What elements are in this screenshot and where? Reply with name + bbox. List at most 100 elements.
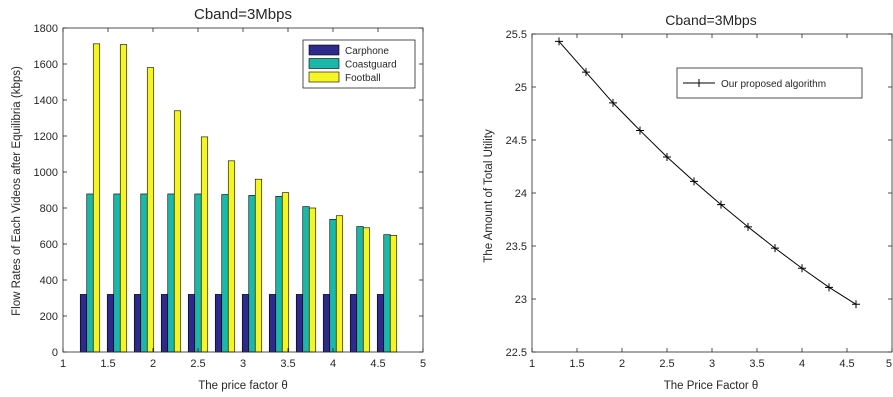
y-tick-label: 25	[515, 82, 527, 94]
y-axis-label: The Amount of Total Utility	[483, 129, 495, 263]
x-tick-label: 1.5	[569, 358, 584, 370]
bar	[92, 43, 101, 353]
bar	[79, 294, 88, 353]
y-tick-label: 22.5	[506, 347, 527, 359]
bar	[106, 294, 115, 353]
legend: Carphone Coastguard Football	[302, 39, 416, 89]
bar	[349, 294, 358, 353]
bar	[187, 294, 196, 353]
legend-label: Our proposed algorithm	[721, 79, 826, 90]
bar	[146, 67, 155, 353]
y-tick-label: 23	[515, 294, 527, 306]
y-ticks: 0 200 400 600 800 1000 1200 1400 1600 1800	[34, 23, 423, 359]
bar	[329, 219, 337, 353]
y-tick-label: 400	[40, 275, 58, 287]
y-tick-label: 24	[515, 188, 527, 200]
x-tick-label: 4	[799, 358, 805, 370]
bar	[140, 193, 148, 353]
data-point-marker	[555, 37, 563, 46]
x-tick-label: 1	[529, 358, 535, 370]
bar	[194, 193, 202, 353]
x-ticks: 1 1.5 2 2.5 3 3.5 4 4.5 5	[529, 34, 893, 370]
y-tick-label: 1800	[34, 23, 58, 35]
line-chart: Cband=3Mbps 1 1.5 2 2.5 3 3.5 4 4.5 5 22.52323.5…	[483, 12, 893, 392]
bar	[173, 110, 182, 353]
data-point-marker	[717, 200, 725, 209]
bar	[113, 193, 121, 353]
x-tick-label: 1.5	[100, 358, 115, 370]
x-tick-label: 4.5	[839, 358, 854, 370]
data-point-marker	[663, 152, 671, 161]
y-tick-label: 800	[40, 203, 58, 215]
bar	[383, 234, 391, 353]
bar	[268, 294, 277, 353]
series-line	[558, 41, 857, 305]
bar	[376, 294, 385, 353]
y-tick-label: 1600	[34, 59, 58, 71]
data-point-marker	[744, 222, 752, 231]
y-tick-label: 23.5	[506, 241, 527, 253]
bar	[308, 207, 317, 353]
y-tick-label: 1000	[34, 167, 58, 179]
bar	[133, 294, 142, 353]
legend-swatch	[308, 58, 340, 69]
bar	[160, 294, 169, 353]
bar	[214, 294, 223, 353]
bar	[221, 194, 229, 353]
bar	[295, 294, 304, 353]
x-axis-label: The price factor θ	[198, 380, 287, 392]
legend-marker-sample	[695, 79, 703, 87]
data-point-marker	[582, 68, 590, 77]
y-ticks: 22.5 23 23.5 24 24.5 25 25.5	[506, 29, 892, 359]
data-point-marker	[609, 98, 617, 107]
chart-title: Cband=3Mbps	[194, 6, 292, 23]
bar	[254, 178, 263, 353]
x-tick-label: 2	[150, 358, 156, 370]
bar	[200, 136, 209, 353]
legend-swatch	[308, 71, 340, 83]
data-point-marker	[825, 283, 833, 292]
x-tick-label: 5	[420, 358, 426, 370]
bar	[335, 215, 344, 353]
y-tick-label: 1400	[34, 95, 58, 107]
legend-swatch	[308, 44, 340, 56]
bar-chart: Cband=3Mbps 1 1.5 2 2.5 3 3.5 4 4.5 5 0 200 400 600…	[11, 6, 426, 392]
bar	[86, 193, 94, 353]
bar-marks	[79, 43, 398, 353]
data-point-marker	[852, 300, 860, 309]
x-tick-label: 3.5	[280, 358, 295, 370]
data-point-marker	[771, 244, 779, 253]
bar	[302, 206, 310, 353]
line-marks	[555, 37, 860, 309]
x-tick-label: 3	[709, 358, 715, 370]
bar	[275, 196, 283, 353]
bar	[248, 195, 256, 353]
legend-label: Coastguard	[345, 60, 397, 71]
x-tick-label: 5	[886, 358, 892, 370]
x-tick-label: 4.5	[370, 358, 385, 370]
legend-label: Carphone	[345, 46, 389, 57]
y-tick-label: 200	[40, 311, 58, 323]
x-tick-label: 4	[330, 358, 336, 370]
bar	[389, 235, 398, 353]
bar	[322, 294, 331, 353]
x-tick-label: 2.5	[190, 358, 205, 370]
y-tick-label: 25.5	[506, 29, 527, 41]
chart-title: Cband=3Mbps	[665, 12, 756, 28]
legend: Our proposed algorithm	[676, 67, 863, 99]
y-tick-label: 1200	[34, 131, 58, 143]
bar	[281, 192, 290, 353]
x-tick-label: 1	[60, 358, 66, 370]
x-tick-label: 3	[240, 358, 246, 370]
data-point-marker	[636, 126, 644, 135]
y-axis-label: Flow Rates of Each Videos after Equilibr…	[11, 66, 23, 316]
x-tick-label: 2.5	[659, 358, 674, 370]
data-point-marker	[798, 264, 806, 273]
x-axis-label: The Price Factor θ	[664, 380, 759, 392]
legend-label: Football	[345, 73, 381, 84]
x-tick-label: 2	[619, 358, 625, 370]
bar	[362, 227, 371, 353]
bar	[167, 193, 175, 353]
bar	[241, 294, 250, 353]
